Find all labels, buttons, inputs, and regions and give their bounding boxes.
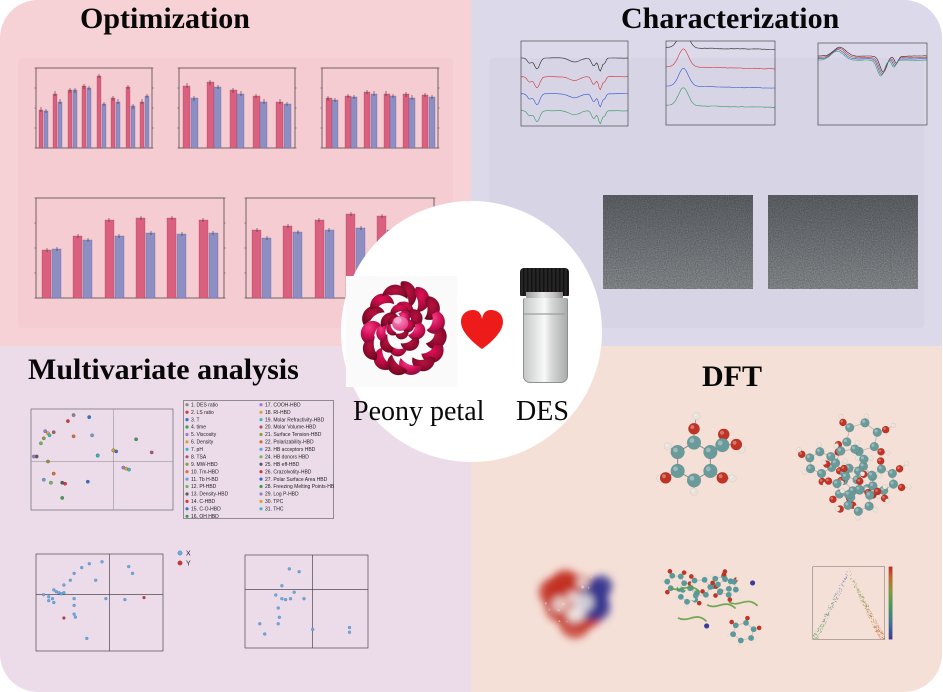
- svg-text:12. Pf-HBD: 12. Pf-HBD: [191, 484, 217, 490]
- svg-text:23. HB acceptors HBD: 23. HB acceptors HBD: [265, 447, 316, 453]
- svg-text:2. LS ratio: 2. LS ratio: [191, 410, 214, 416]
- svg-text:29. Log P-HBD: 29. Log P-HBD: [265, 492, 299, 498]
- svg-text:4. time: 4. time: [191, 425, 206, 431]
- svg-text:22. Polarizability-HBD: 22. Polarizability-HBD: [265, 440, 314, 446]
- svg-text:15. C-O-HBD: 15. C-O-HBD: [191, 507, 221, 513]
- svg-text:8. TSA: 8. TSA: [191, 455, 207, 461]
- svg-text:17. COOH-HBD: 17. COOH-HBD: [265, 402, 301, 408]
- svg-text:25. HB eff-HBD: 25. HB eff-HBD: [265, 462, 300, 468]
- svg-text:7. pH: 7. pH: [191, 447, 203, 453]
- svg-text:14. C-HBD: 14. C-HBD: [191, 499, 216, 505]
- svg-text:11. Tb H-BD: 11. Tb H-BD: [191, 477, 219, 483]
- svg-text:28. Freezing Melting Points-HB: 28. Freezing Melting Points-HBD: [265, 484, 334, 490]
- svg-text:19. Molar Refractivity-HBD: 19. Molar Refractivity-HBD: [265, 417, 325, 423]
- svg-text:26. Crazolvolity-HBD: 26. Crazolvolity-HBD: [265, 469, 312, 475]
- svg-text:5. Viscosity: 5. Viscosity: [191, 432, 217, 438]
- svg-text:3. T: 3. T: [191, 417, 200, 423]
- svg-text:18. RI-HBD: 18. RI-HBD: [265, 410, 291, 416]
- svg-text:10. Tm-HBD: 10. Tm-HBD: [191, 469, 219, 475]
- svg-text:16. OH HBD: 16. OH HBD: [191, 514, 219, 519]
- svg-text:6. Density: 6. Density: [191, 440, 214, 446]
- svg-text:27. Polar Surface Area HBD: 27. Polar Surface Area HBD: [265, 477, 328, 483]
- svg-text:13. Density-HBD: 13. Density-HBD: [191, 492, 229, 498]
- svg-text:21. Surface Tension-HBD: 21. Surface Tension-HBD: [265, 432, 322, 438]
- svg-text:Y: Y: [186, 561, 191, 568]
- svg-text:1. DES ratio: 1. DES ratio: [191, 402, 218, 408]
- svg-text:X: X: [186, 551, 191, 558]
- svg-text:20. Molar Volume-HBD: 20. Molar Volume-HBD: [265, 425, 317, 431]
- svg-text:24. HB donors HBD: 24. HB donors HBD: [265, 455, 309, 461]
- svg-text:9. MW-HBD: 9. MW-HBD: [191, 462, 218, 468]
- svg-text:30. TPC: 30. TPC: [265, 499, 284, 505]
- svg-text:31. THC: 31. THC: [265, 507, 284, 513]
